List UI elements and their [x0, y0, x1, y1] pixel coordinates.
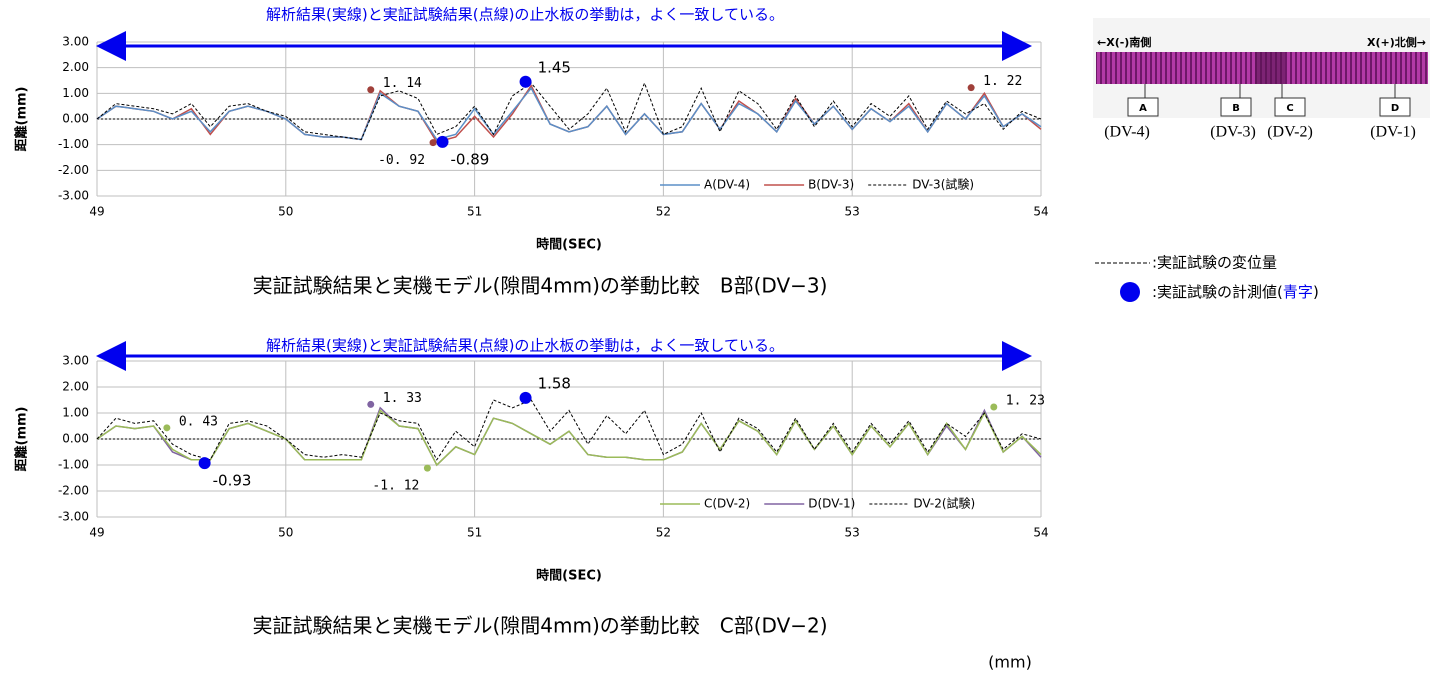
y-tick-label: 3.00	[62, 35, 89, 49]
data-label: -0.89	[451, 150, 490, 168]
x-tick-label: 54	[1033, 526, 1048, 540]
box-label: A	[1139, 103, 1147, 114]
box-label: B	[1232, 103, 1240, 114]
data-label: 1.58	[538, 374, 571, 392]
legend-label: D(DV-1)	[808, 497, 855, 511]
x-tick-label: 51	[467, 526, 482, 540]
measured-point	[519, 75, 532, 88]
y-tick-label: -3.00	[58, 189, 89, 203]
x-tick-label: 49	[89, 205, 104, 219]
y-tick-label: -1.00	[58, 137, 89, 151]
sensor-label: (DV-1)	[1370, 124, 1416, 141]
y-tick-label: 0.00	[62, 432, 89, 446]
measured-point	[198, 457, 211, 470]
y-axis-label: 距離(mm)	[14, 407, 30, 472]
x-tick-label: 50	[278, 205, 293, 219]
series-line	[96, 406, 1042, 467]
data-label: 0. 43	[179, 414, 218, 429]
legend-label: DV-2(試験)	[913, 496, 975, 511]
y-tick-label: -1.00	[58, 458, 89, 472]
data-label: -0.93	[213, 472, 252, 490]
y-tick-label: -3.00	[58, 510, 89, 524]
x-tick-label: 52	[656, 526, 671, 540]
callouts	[1127, 84, 1411, 117]
x-tick-label: 54	[1033, 205, 1048, 219]
series-line	[96, 86, 1042, 141]
measured-point	[367, 400, 375, 408]
note-text: :実証試験の計測値(青字)	[1152, 283, 1319, 301]
y-tick-label: 2.00	[62, 380, 89, 394]
x-tick-label: 53	[845, 526, 860, 540]
measured-point	[967, 84, 975, 92]
box-label: C	[1286, 103, 1293, 114]
measured-point	[519, 391, 532, 404]
sensor-diagram: ←X(-)南側 X(+)北側→ A B C D (DV-4) (DV-3) (D…	[1093, 18, 1430, 141]
measured-point	[163, 424, 171, 432]
measured-point	[429, 139, 437, 147]
measured-point	[423, 464, 431, 472]
series-line	[96, 409, 1042, 467]
y-tick-label: 3.00	[62, 354, 89, 368]
north-label: X(+)北側→	[1367, 35, 1426, 49]
seal-joint	[1255, 52, 1285, 84]
measured-point	[990, 403, 998, 411]
caption: 実証試験結果と実機モデル(隙間4mm)の挙動比較 B部(DV−3)	[253, 274, 828, 298]
y-tick-label: 1.00	[62, 406, 89, 420]
south-label: ←X(-)南側	[1097, 35, 1151, 49]
data-label: 1.45	[538, 58, 571, 76]
legend-label: C(DV-2)	[704, 497, 750, 511]
y-axis-label: 距離(mm)	[14, 87, 30, 152]
sensor-label: (DV-2)	[1267, 124, 1313, 141]
x-tick-label: 51	[467, 205, 482, 219]
note-text: :実証試験の変位量	[1152, 254, 1277, 272]
note-part: )	[1313, 283, 1319, 301]
data-label: 1. 33	[383, 391, 422, 406]
y-tick-label: 1.00	[62, 86, 89, 100]
caption: 実証試験結果と実機モデル(隙間4mm)の挙動比較 C部(DV−2)	[252, 614, 827, 638]
x-axis-label: 時間(SEC)	[536, 237, 602, 253]
note-part: 青字	[1283, 283, 1313, 301]
legend-label: DV-3(試験)	[912, 177, 974, 192]
series-line	[96, 399, 1042, 461]
series-line	[96, 81, 1042, 141]
legend-label: B(DV-3)	[808, 178, 854, 192]
data-label: 1. 23	[1006, 394, 1045, 409]
chart-title: 解析結果(実線)と実証試験結果(点線)の止水板の挙動は，よく一致している。	[266, 6, 784, 24]
chart-title: 解析結果(実線)と実証試験結果(点線)の止水板の挙動は，よく一致している。	[266, 337, 784, 355]
data-label: -0. 92	[378, 153, 425, 168]
data-label: 1. 14	[383, 76, 422, 91]
data-label: 1. 22	[983, 74, 1022, 89]
legend-label: A(DV-4)	[704, 178, 750, 192]
measured-point	[367, 86, 375, 94]
box-label: D	[1391, 103, 1399, 114]
sensor-label: (DV-3)	[1210, 124, 1256, 141]
y-tick-label: -2.00	[58, 163, 89, 177]
note-dot-sample	[1120, 282, 1140, 302]
unit-label: (mm)	[988, 653, 1032, 672]
x-tick-label: 49	[89, 526, 104, 540]
y-tick-label: -2.00	[58, 484, 89, 498]
x-tick-label: 50	[278, 526, 293, 540]
x-axis-label: 時間(SEC)	[536, 568, 602, 584]
x-tick-label: 52	[656, 205, 671, 219]
x-tick-label: 53	[845, 205, 860, 219]
y-tick-label: 0.00	[62, 112, 89, 126]
note-part: :実証試験の計測値(	[1152, 283, 1283, 301]
y-tick-label: 2.00	[62, 60, 89, 74]
sensor-label: (DV-4)	[1104, 124, 1150, 141]
measured-point	[436, 135, 449, 148]
data-label: -1. 12	[372, 479, 419, 494]
